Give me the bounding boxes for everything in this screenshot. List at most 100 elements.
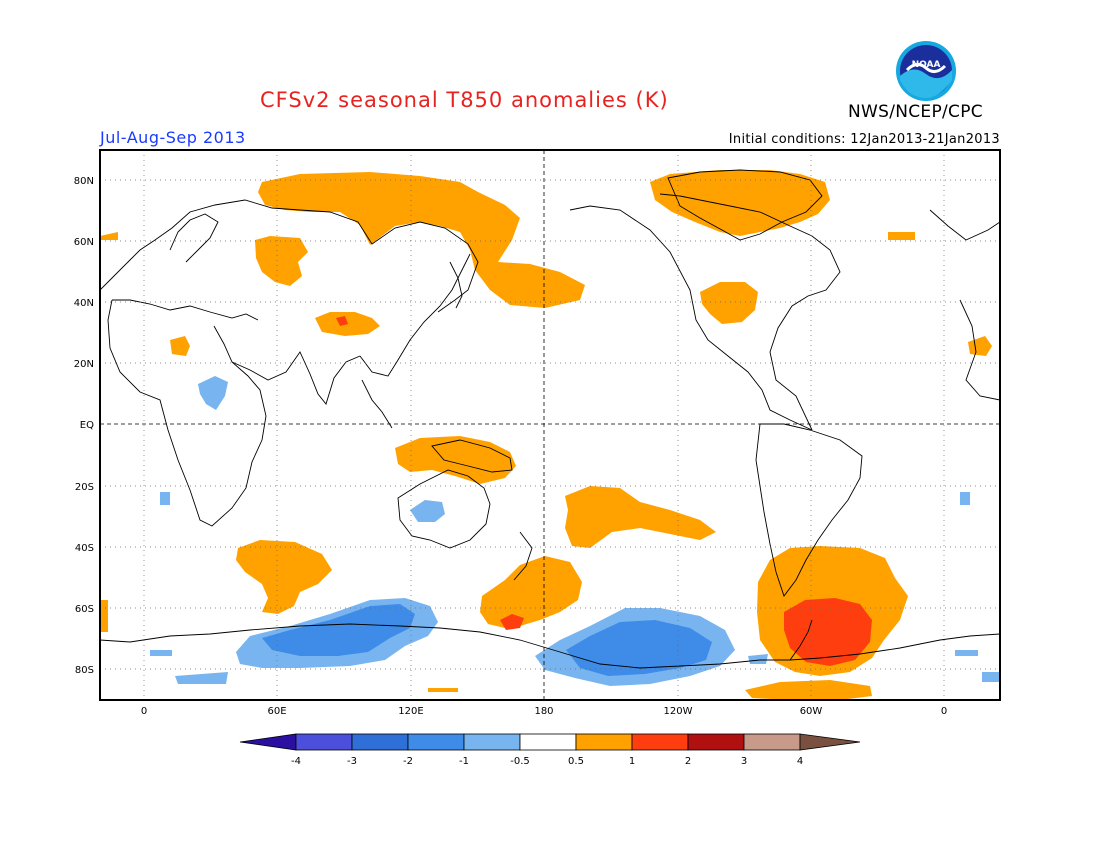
colorbar-label: 3 <box>741 756 747 767</box>
warm-region-central-asia <box>255 236 308 286</box>
coast-europe <box>100 199 479 313</box>
lon-label: 180 <box>534 706 553 717</box>
colorbar-segment <box>575 733 633 751</box>
initial-conditions-label: Initial conditions: 12Jan2013-21Jan2013 <box>728 132 1000 147</box>
coast-arabia-india <box>231 351 361 405</box>
coast-new-zealand <box>513 531 533 581</box>
warm-region-greenland <box>650 170 830 236</box>
lat-label: 60S <box>75 604 94 615</box>
coast-scandinavia <box>169 213 219 263</box>
coast-east-asia <box>359 253 471 377</box>
lon-label: 0 <box>941 706 947 717</box>
colorbar-segment <box>743 733 801 751</box>
colorbar-label: -3 <box>347 756 357 767</box>
lat-label: 40N <box>74 298 94 309</box>
lat-lon-grid <box>100 150 1000 700</box>
warm-region-small-3 <box>100 600 108 632</box>
colorbar-label: 2 <box>685 756 691 767</box>
cool-region-east-africa <box>198 376 228 410</box>
coast-north-america <box>569 205 813 431</box>
coast-antarctic-peninsula <box>789 619 813 661</box>
colorbar-segment <box>351 733 409 751</box>
cool-region-small-4 <box>982 672 1000 682</box>
coast-australia <box>397 469 491 549</box>
coast-africa <box>107 299 267 527</box>
warm-region-antarctic-coast <box>745 680 872 700</box>
lon-label: 60W <box>800 706 823 717</box>
logo-text: NOAA <box>912 60 941 70</box>
coast-new-guinea <box>431 439 513 473</box>
warm-region-small-4 <box>428 688 458 692</box>
coast-europe-west-side <box>929 209 1000 241</box>
strong-warm-anomaly-regions <box>336 316 872 666</box>
period-label: Jul-Aug-Sep 2013 <box>100 128 246 147</box>
colorbar-segment <box>631 733 689 751</box>
coast-north-america-east <box>659 193 841 431</box>
strong-cool-antarctic-pacific <box>566 620 712 676</box>
lon-label: 0 <box>141 706 147 717</box>
colorbar: -4 -3 -2 -1 -0.5 0.5 1 2 3 4 <box>239 733 861 767</box>
map-frame <box>99 149 1001 701</box>
strong-warm-tibet <box>336 316 348 326</box>
cool-region-small-1 <box>175 672 228 684</box>
warm-region-small-2 <box>888 232 915 240</box>
cool-region-small-7 <box>748 654 768 664</box>
cool-region-small-6 <box>160 492 170 505</box>
lon-label: 60E <box>267 706 286 717</box>
warm-region-indonesia <box>395 436 516 484</box>
colorbar-segment <box>407 733 465 751</box>
cool-region-small-2 <box>150 650 172 656</box>
coast-antarctica <box>100 623 1000 669</box>
lat-label: EQ <box>80 420 94 431</box>
cool-region-australia <box>410 500 445 522</box>
colorbar-segment <box>463 733 521 751</box>
colorbar-segment <box>519 733 577 751</box>
coast-south-america <box>755 423 863 597</box>
lat-label: 80S <box>75 665 94 676</box>
coast-africa-west-side <box>959 299 1000 401</box>
agency-label: NWS/NCEP/CPC <box>848 102 983 122</box>
colorbar-label: -1 <box>459 756 469 767</box>
longitude-labels: 0 60E 120E 180 120W 60W 0 <box>141 706 947 717</box>
coast-japan <box>449 261 463 309</box>
lat-label: 40S <box>75 543 94 554</box>
cool-region-small-5 <box>960 492 970 505</box>
warm-region-south-indian <box>236 540 332 614</box>
chart-title: CFSv2 seasonal T850 anomalies (K) <box>260 88 669 112</box>
colorbar-arrow-left <box>239 733 297 751</box>
warm-region-sahara-east <box>968 336 992 356</box>
lat-label: 20N <box>74 359 94 370</box>
cool-region-small-3 <box>955 650 978 656</box>
warm-region-siberia <box>258 172 585 308</box>
coast-mediterranean <box>112 299 259 321</box>
lat-label: 60N <box>74 237 94 248</box>
colorbar-label: 4 <box>797 756 803 767</box>
coast-southeast-asia <box>361 379 393 429</box>
anomaly-fields <box>100 150 1000 700</box>
strong-cool-anomaly-regions <box>262 604 712 676</box>
latitude-labels: 80N 60N 40N 20N EQ 20S 40S 60S 80S <box>74 176 94 676</box>
warm-region-north-america <box>700 282 758 324</box>
noaa-logo-icon: NOAA <box>896 41 956 101</box>
strong-warm-south-atlantic <box>784 598 872 666</box>
warm-region-south-pacific <box>565 486 716 548</box>
lon-label: 120W <box>664 706 693 717</box>
coast-greenland <box>667 169 823 241</box>
strong-warm-southwest-pacific <box>500 614 524 630</box>
warm-region-southwest-pacific <box>480 556 582 628</box>
colorbar-segment <box>295 733 353 751</box>
warm-region-sahara <box>170 336 190 356</box>
colorbar-label: -0.5 <box>510 756 530 767</box>
strong-cool-antarctic-indian <box>262 604 415 656</box>
reference-lines <box>100 150 1000 700</box>
warm-region-small-1 <box>100 232 118 240</box>
lat-label: 80N <box>74 176 94 187</box>
lon-label: 120E <box>398 706 423 717</box>
colorbar-segment <box>687 733 745 751</box>
colorbar-arrow-right <box>799 733 861 751</box>
coastlines <box>100 169 1000 669</box>
lat-label: 20S <box>75 482 94 493</box>
colorbar-label: 1 <box>629 756 635 767</box>
colorbar-label: -2 <box>403 756 413 767</box>
